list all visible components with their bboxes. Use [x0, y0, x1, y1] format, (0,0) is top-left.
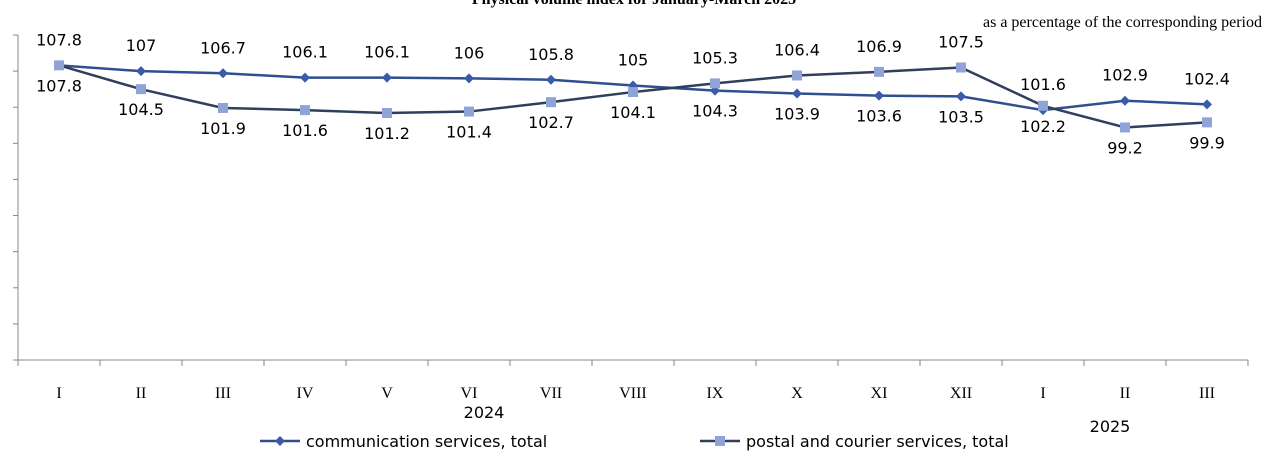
point	[136, 84, 146, 95]
data-label: 104.3	[692, 102, 738, 121]
point	[382, 108, 392, 118]
year-label: 2025	[1090, 417, 1131, 436]
data-label: 99.2	[1107, 138, 1143, 157]
point	[628, 87, 638, 98]
legend-marker	[275, 436, 285, 446]
x-tick-label: V	[381, 385, 393, 402]
point	[218, 102, 228, 113]
point	[136, 66, 146, 77]
legend-label: communication services, total	[306, 432, 547, 451]
data-label: 107.5	[938, 33, 984, 52]
x-tick-label: II	[1120, 385, 1131, 402]
point	[792, 70, 802, 81]
data-label: 102.9	[1102, 66, 1148, 85]
x-tick-label: VIII	[619, 385, 647, 402]
x-tick-label: X	[791, 385, 803, 402]
data-label: 105	[618, 51, 649, 70]
data-label: 101.6	[282, 121, 328, 140]
data-label: 99.9	[1189, 133, 1225, 152]
x-tick-label: VI	[461, 385, 478, 402]
data-label: 102.2	[1020, 117, 1066, 136]
data-label: 107	[126, 36, 157, 55]
data-label: 106.4	[774, 40, 820, 59]
point	[792, 88, 802, 99]
year-label: 2024	[464, 403, 505, 422]
data-label: 103.5	[938, 107, 984, 126]
point	[1120, 122, 1130, 133]
point	[1202, 99, 1212, 110]
data-label: 104.1	[610, 103, 656, 122]
data-label: 102.7	[528, 113, 574, 132]
data-label: 106	[454, 43, 485, 62]
point	[546, 97, 556, 108]
data-label: 101.6	[1020, 75, 1066, 94]
data-label: 104.5	[118, 100, 164, 119]
x-tick-label: IV	[297, 385, 314, 402]
chart-subtitle: as a percentage of the corresponding per…	[983, 14, 1262, 31]
point	[710, 78, 720, 89]
x-tick-label: XI	[871, 385, 888, 402]
chart-title: Physical volume index for January-March …	[472, 0, 796, 8]
point	[956, 91, 966, 102]
legend-label: postal and courier services, total	[746, 432, 1009, 451]
data-label: 106.9	[856, 37, 902, 56]
point	[300, 105, 310, 116]
point	[54, 60, 64, 71]
x-tick-label: III	[215, 385, 231, 402]
point	[464, 106, 474, 117]
point	[874, 90, 884, 101]
point	[1202, 117, 1212, 128]
data-label: 107.8	[36, 30, 82, 49]
x-tick-label: II	[136, 385, 147, 402]
x-tick-label: IX	[707, 385, 724, 402]
point	[300, 72, 310, 83]
point	[956, 62, 966, 73]
data-label: 106.1	[282, 43, 328, 62]
point	[546, 74, 556, 85]
x-tick-label: I	[56, 385, 61, 402]
x-tick-label: III	[1199, 385, 1215, 402]
point	[218, 68, 228, 79]
legend-marker	[715, 436, 725, 446]
data-label: 101.4	[446, 123, 492, 142]
data-label: 105.3	[692, 48, 738, 67]
data-label: 102.4	[1184, 69, 1230, 88]
data-label: 103.9	[774, 105, 820, 124]
point	[1120, 95, 1130, 106]
data-label: 103.6	[856, 107, 902, 126]
data-label: 101.9	[200, 119, 246, 138]
x-tick-label: I	[1040, 385, 1045, 402]
point	[464, 73, 474, 84]
point	[382, 72, 392, 83]
data-label: 101.2	[364, 124, 410, 143]
data-label: 105.8	[528, 45, 574, 64]
data-label: 107.8	[36, 76, 82, 95]
x-tick-label: XII	[950, 385, 972, 402]
data-label: 106.7	[200, 38, 246, 57]
data-label: 106.1	[364, 43, 410, 62]
x-tick-label: VII	[540, 385, 562, 402]
point	[874, 66, 884, 77]
point	[1038, 100, 1048, 111]
